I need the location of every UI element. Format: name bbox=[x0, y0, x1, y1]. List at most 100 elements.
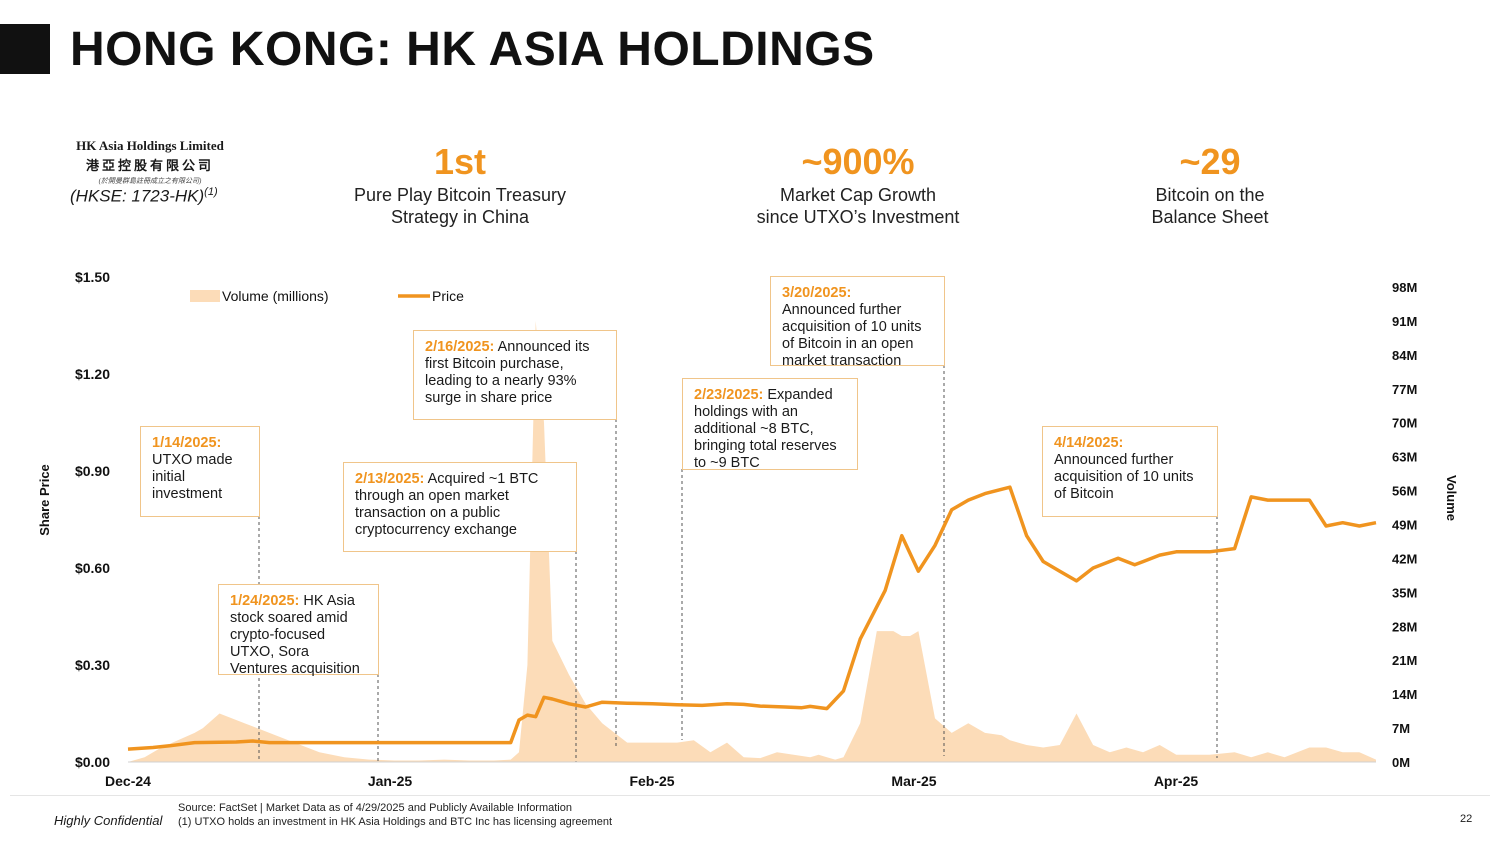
legend-volume-label: Volume (millions) bbox=[222, 288, 329, 304]
annotation-line: stock soared amid bbox=[230, 610, 348, 626]
legend-price-label: Price bbox=[432, 288, 464, 304]
footer-confidential: Highly Confidential bbox=[54, 813, 163, 828]
annotation-line: first Bitcoin purchase, bbox=[425, 356, 564, 372]
y-tick-label: $1.50 bbox=[75, 269, 110, 285]
annotation-line: HK Asia bbox=[303, 593, 355, 609]
y-tick-label: $0.60 bbox=[75, 560, 110, 576]
annotation-line: additional ~8 BTC, bbox=[694, 421, 814, 437]
y2-tick-label: 70M bbox=[1392, 416, 1417, 431]
y2-tick-label: 0M bbox=[1392, 755, 1410, 770]
y2-tick-label: 28M bbox=[1392, 619, 1417, 634]
annotation-line: Announced further bbox=[1054, 452, 1174, 468]
annotation-2025-02-16: 2/16/2025: Announced its first Bitcoin p… bbox=[413, 330, 617, 420]
y2-axis-title: Volume bbox=[1444, 475, 1459, 521]
annotation-date: 3/20/2025: bbox=[782, 285, 852, 301]
logo-name-zh: 港亞控股有限公司 bbox=[85, 158, 214, 173]
annotation-date: 4/14/2025: bbox=[1054, 435, 1124, 451]
footer-source: Source: FactSet | Market Data as of 4/29… bbox=[178, 801, 612, 829]
annotation-2025-03-20: 3/20/2025: Announced further acquisition… bbox=[770, 276, 945, 369]
footer-note-line: (1) UTXO holds an investment in HK Asia … bbox=[178, 816, 613, 828]
y2-tick-label: 7M bbox=[1392, 721, 1410, 736]
annotation-2025-02-13: 2/13/2025: Acquired ~1 BTC through an op… bbox=[343, 462, 577, 552]
annotation-line: holdings with an bbox=[694, 404, 798, 420]
y2-tick-label: 21M bbox=[1392, 653, 1417, 668]
stat-caption-line2: since UTXO’s Investment bbox=[756, 207, 960, 227]
price-line bbox=[127, 485, 1377, 751]
y2-tick-label: 91M bbox=[1392, 314, 1417, 329]
y-tick-label: $0.90 bbox=[75, 463, 110, 479]
x-tick-label: Feb-25 bbox=[629, 773, 674, 789]
y2-tick-label: 14M bbox=[1392, 687, 1417, 702]
annotation-line: through an open market bbox=[355, 488, 509, 504]
stat-value: ~29 bbox=[1179, 141, 1241, 182]
company-logo: HK Asia Holdings Limited 港亞控股有限公司 (於開曼群島… bbox=[60, 138, 240, 186]
page-title: HONG KONG: HK ASIA HOLDINGS bbox=[70, 23, 875, 76]
annotation-line: acquisition of 10 units bbox=[782, 319, 922, 335]
annotation-date: 1/24/2025: bbox=[230, 593, 300, 609]
annotation-2025-01-24: 1/24/2025: HK Asia stock soared amid cry… bbox=[218, 584, 379, 677]
stat-first: 1st Pure Play Bitcoin Treasury Strategy … bbox=[310, 140, 610, 228]
annotation-line: Ventures acquisition bbox=[230, 661, 360, 677]
y2-tick-label: 84M bbox=[1392, 348, 1417, 363]
annotation-line: of Bitcoin bbox=[1054, 486, 1114, 502]
stat-value: 1st bbox=[433, 141, 487, 182]
annotation-2025-04-14: 4/14/2025: Announced further acquisition… bbox=[1042, 426, 1218, 517]
annotation-line: to ~9 BTC bbox=[694, 455, 760, 471]
annotation-date: 2/13/2025: bbox=[355, 471, 425, 487]
ticker-footnote: (1) bbox=[204, 186, 218, 198]
y2-tick-label: 49M bbox=[1392, 518, 1417, 533]
annotation-line: crypto-focused bbox=[230, 627, 326, 643]
annotation-line: of Bitcoin in an open bbox=[782, 336, 914, 352]
logo-subtitle: (於開曼群島註冊成立之有限公司) bbox=[98, 177, 202, 185]
annotation-line: Announced its bbox=[497, 339, 590, 355]
logo-name-en: HK Asia Holdings Limited bbox=[76, 138, 224, 153]
ticker-text: (HKSE: 1723-HK) bbox=[70, 186, 205, 206]
y2-tick-label: 42M bbox=[1392, 551, 1417, 566]
annotation-2025-02-23: 2/23/2025: Expanded holdings with an add… bbox=[682, 378, 858, 471]
x-tick-label: Mar-25 bbox=[891, 773, 936, 789]
y2-tick-label: 35M bbox=[1392, 585, 1417, 600]
annotation-line: Acquired ~1 BTC bbox=[427, 471, 539, 487]
annotation-line: market transaction bbox=[782, 353, 902, 369]
stat-bitcoin: ~29 Bitcoin on the Balance Sheet bbox=[1060, 140, 1360, 228]
stat-caption-line1: Bitcoin on the bbox=[1155, 185, 1265, 205]
annotation-line: bringing total reserves bbox=[694, 438, 837, 454]
stat-value: ~900% bbox=[801, 141, 915, 182]
annotation-date: 2/23/2025: bbox=[694, 387, 764, 403]
annotation-line: UTXO, Sora bbox=[230, 644, 309, 660]
y-tick-label: $0.00 bbox=[75, 754, 110, 770]
x-tick-label: Dec-24 bbox=[105, 773, 151, 789]
y2-tick-label: 56M bbox=[1392, 484, 1417, 499]
stat-market-cap: ~900% Market Cap Growth since UTXO’s Inv… bbox=[708, 140, 1008, 228]
annotation-line: transaction on a public bbox=[355, 505, 501, 521]
annotation-line: Expanded bbox=[767, 387, 833, 403]
stat-caption-line2: Strategy in China bbox=[390, 207, 530, 227]
annotation-date: 2/16/2025: bbox=[425, 339, 495, 355]
ticker-label: (HKSE: 1723-HK)(1) bbox=[70, 186, 218, 207]
annotation-line: cryptocurrency exchange bbox=[355, 522, 517, 538]
legend-volume-swatch bbox=[190, 290, 220, 302]
stat-caption-line1: Market Cap Growth bbox=[779, 185, 937, 205]
annotation-2025-01-14: 1/14/2025: UTXO made initial investment bbox=[140, 426, 260, 517]
title-accent-shape bbox=[0, 24, 50, 74]
y-axis-title: Share Price bbox=[37, 464, 52, 536]
footer-divider bbox=[10, 795, 1490, 796]
x-tick-label: Jan-25 bbox=[368, 773, 413, 789]
page-number: 22 bbox=[1460, 813, 1473, 825]
annotation-line: initial bbox=[152, 469, 186, 485]
annotation-date: 1/14/2025: bbox=[152, 435, 222, 451]
y-tick-label: $0.30 bbox=[75, 657, 110, 673]
stat-caption-line1: Pure Play Bitcoin Treasury bbox=[353, 185, 567, 205]
annotation-line: Announced further bbox=[782, 302, 902, 318]
annotation-line: acquisition of 10 units bbox=[1054, 469, 1194, 485]
y2-tick-label: 63M bbox=[1392, 450, 1417, 465]
footer-source-line: Source: FactSet | Market Data as of 4/29… bbox=[178, 802, 572, 814]
y2-tick-label: 77M bbox=[1392, 382, 1417, 397]
x-tick-label: Apr-25 bbox=[1154, 773, 1199, 789]
y-tick-label: $1.20 bbox=[75, 366, 110, 382]
annotation-line: investment bbox=[152, 486, 223, 502]
annotation-line: surge in share price bbox=[425, 390, 553, 406]
annotation-line: leading to a nearly 93% bbox=[425, 373, 577, 389]
annotation-line: UTXO made bbox=[152, 452, 233, 468]
